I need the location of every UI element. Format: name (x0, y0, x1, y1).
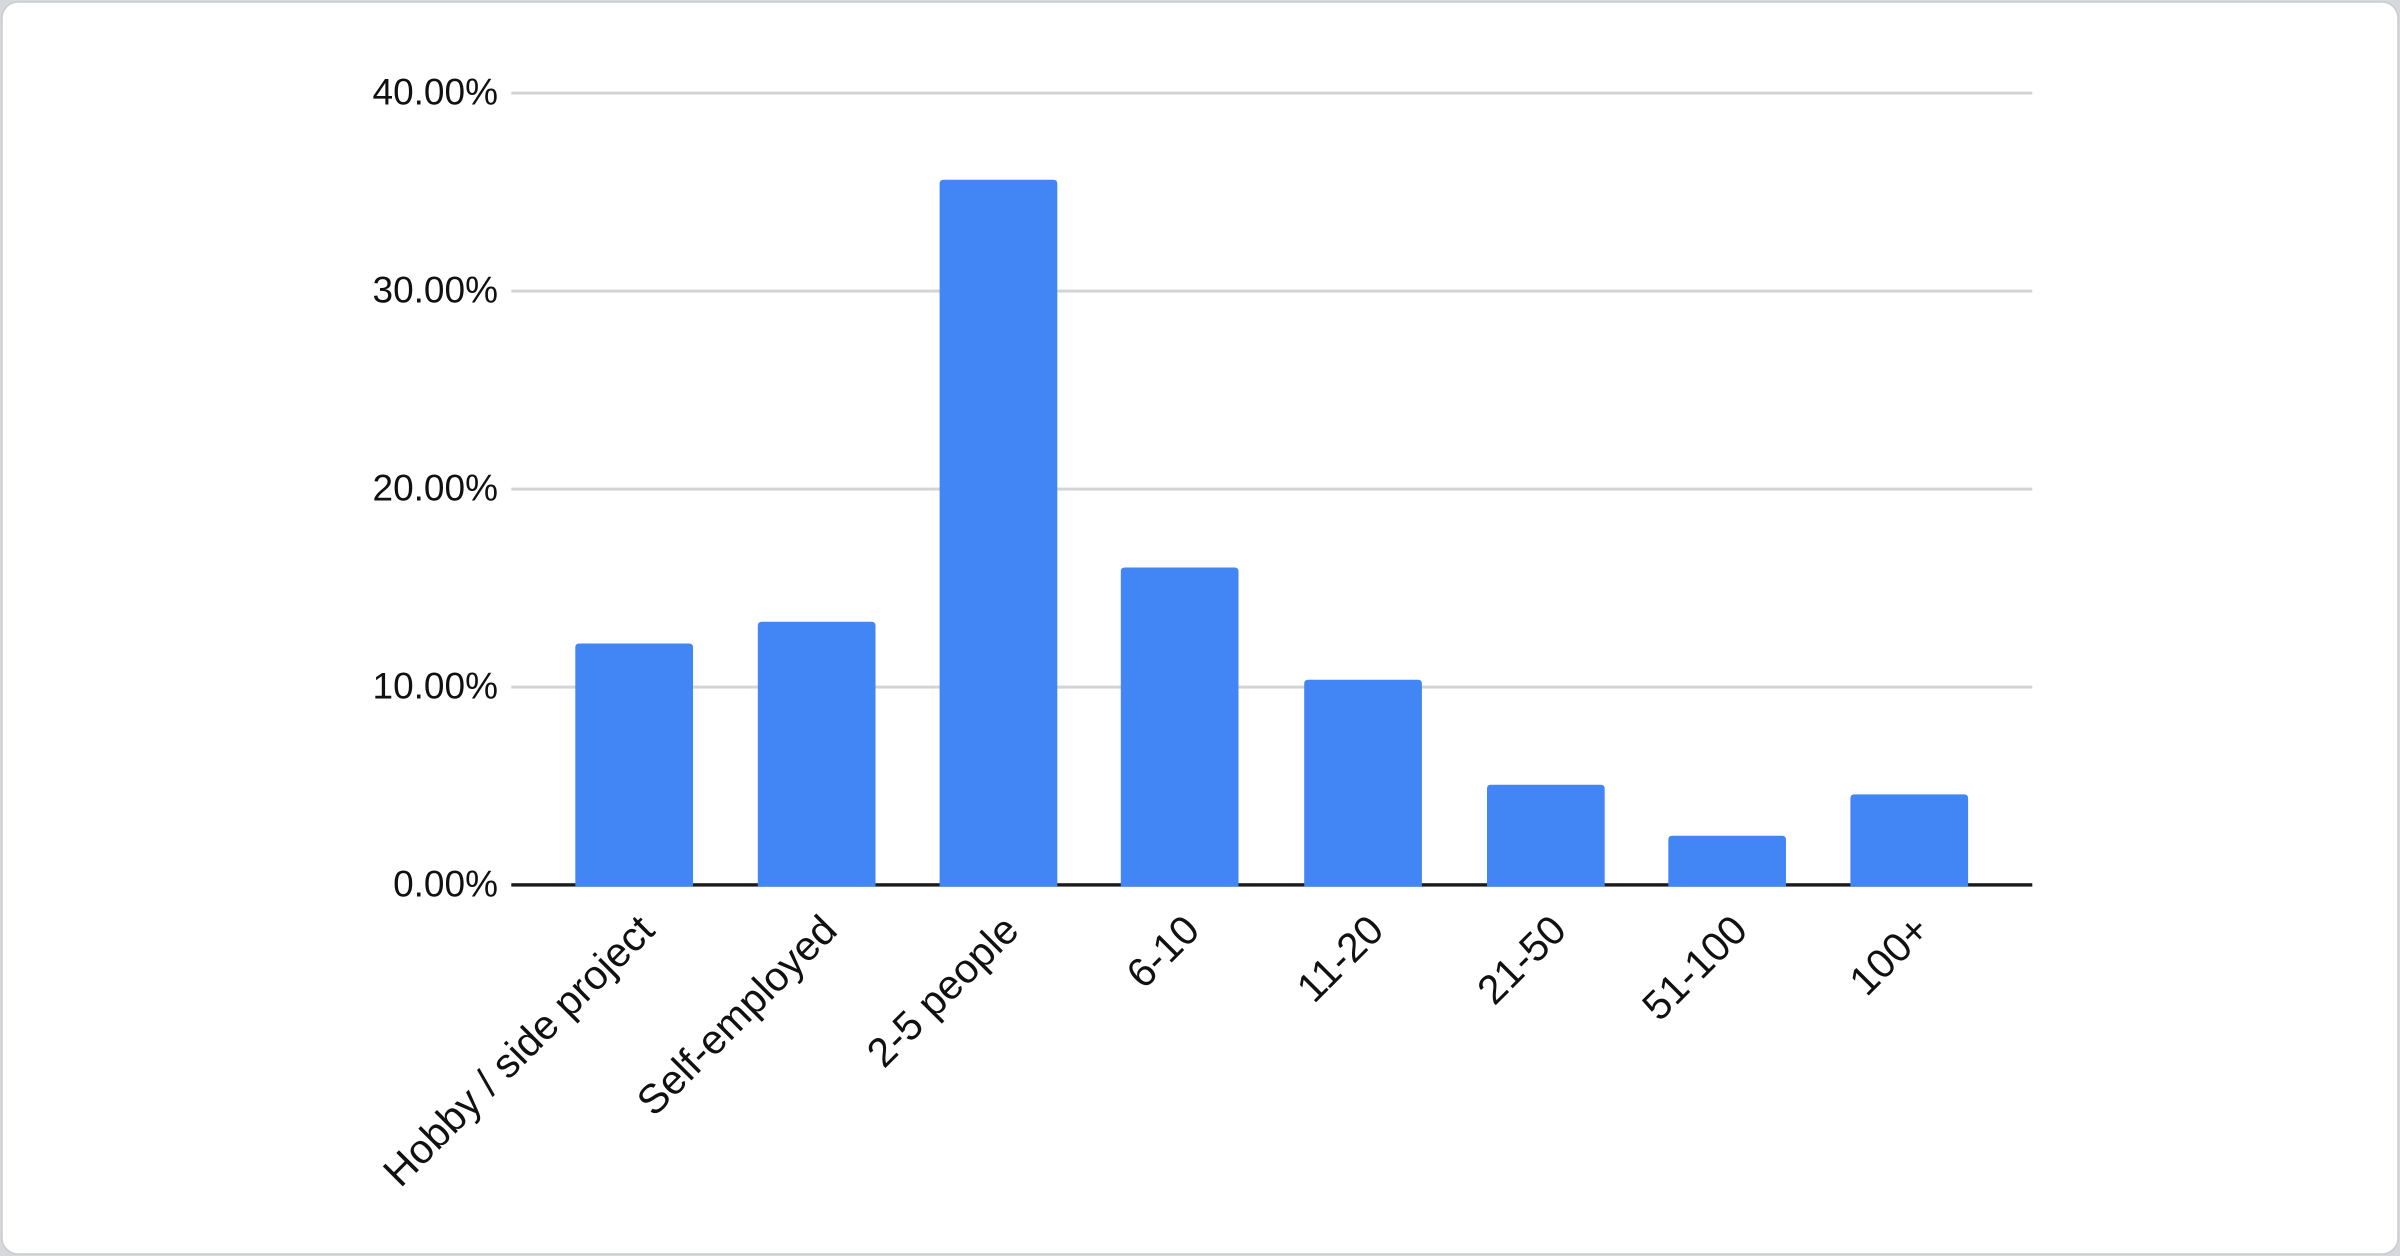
svg-text:0.00%: 0.00% (393, 864, 498, 905)
svg-text:40.00%: 40.00% (373, 72, 499, 113)
svg-text:10.00%: 10.00% (373, 666, 499, 707)
svg-text:30.00%: 30.00% (373, 270, 499, 311)
svg-text:20.00%: 20.00% (373, 468, 499, 509)
